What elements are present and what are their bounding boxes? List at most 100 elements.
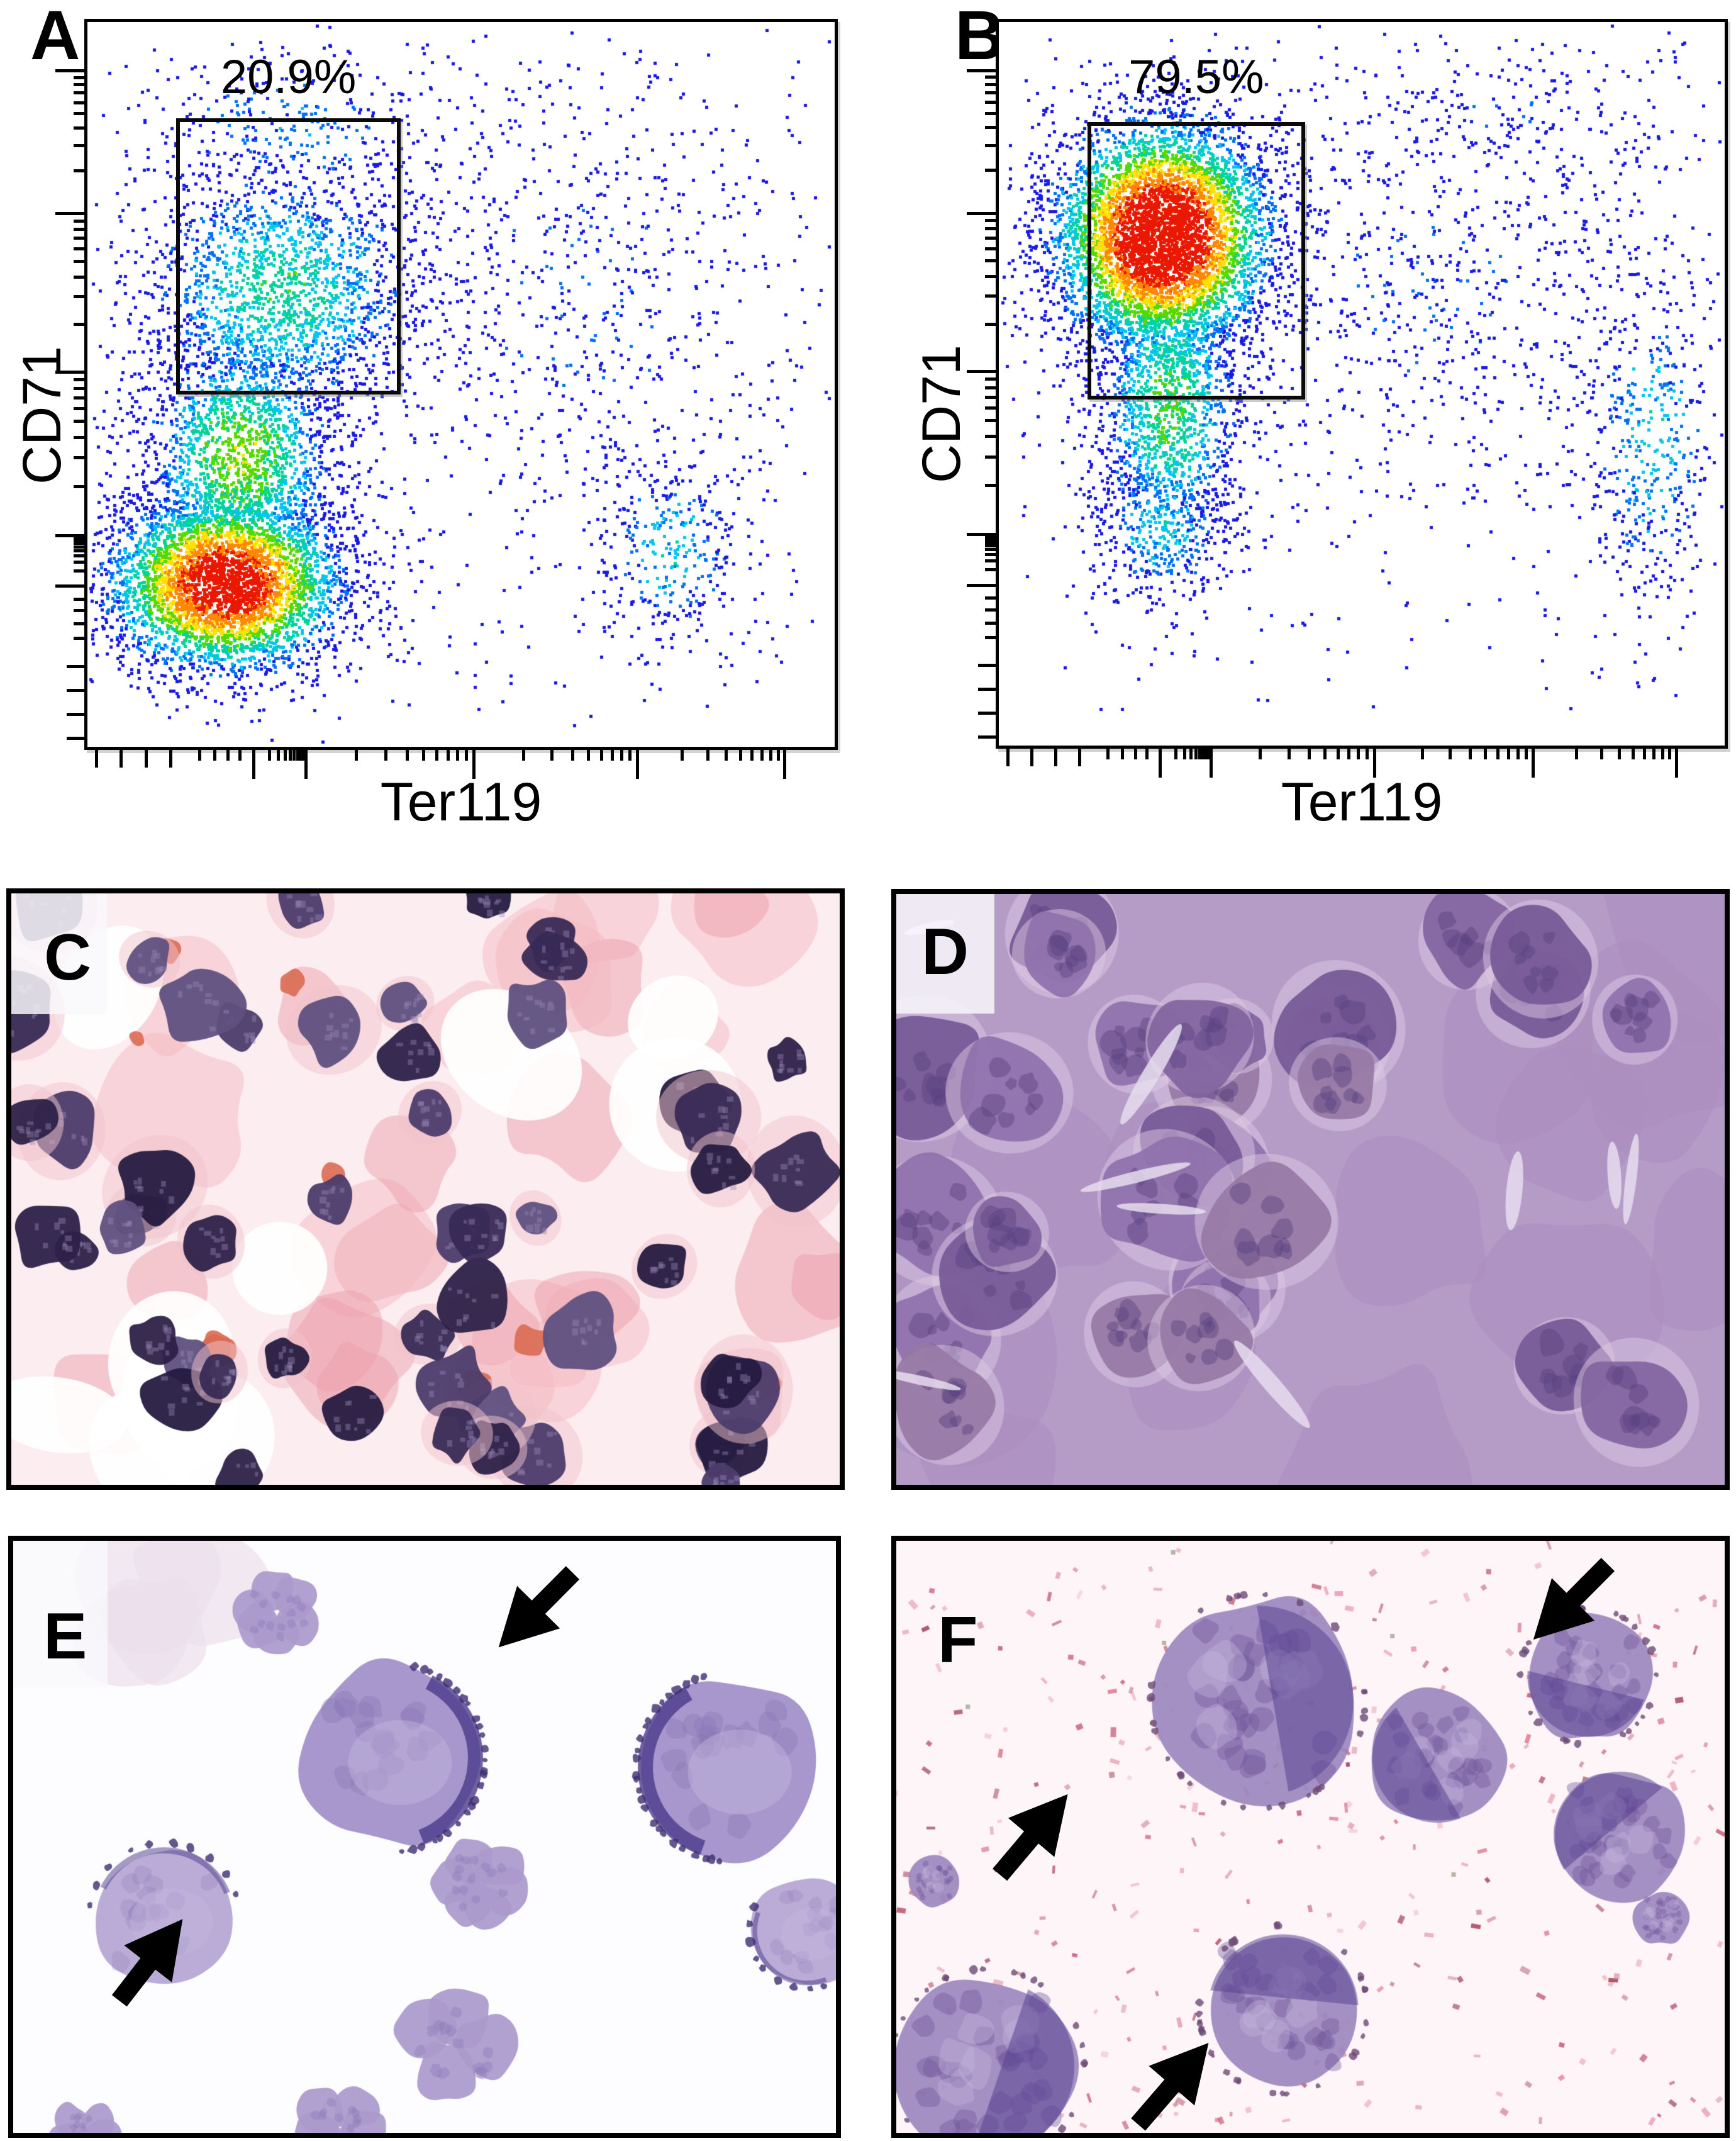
x-tick xyxy=(1618,749,1622,759)
y-tick xyxy=(74,83,84,87)
y-tick xyxy=(985,227,996,231)
x-tick xyxy=(587,750,591,761)
x-axis-label-A: Ter119 xyxy=(380,772,542,832)
y-tick xyxy=(985,621,996,625)
y-tick xyxy=(74,169,84,172)
y-axis-ticks-A xyxy=(47,22,84,747)
y-tick xyxy=(985,535,996,539)
micrograph-canvas-C xyxy=(11,893,840,1485)
y-tick xyxy=(74,227,84,231)
y-tick xyxy=(67,737,84,741)
y-tick xyxy=(967,370,996,374)
x-tick xyxy=(355,750,359,761)
annotation-arrows-F xyxy=(993,1558,1615,2131)
x-tick xyxy=(1207,749,1211,759)
x-tick xyxy=(1449,749,1452,759)
micrograph-F: F xyxy=(891,1536,1730,2138)
y-tick xyxy=(74,554,84,557)
x-tick xyxy=(1205,749,1208,759)
y-tick xyxy=(74,126,84,130)
gate-percent-B: 79.5% xyxy=(1128,50,1264,104)
y-tick xyxy=(985,455,996,459)
x-tick xyxy=(1308,749,1311,759)
y-tick xyxy=(74,622,84,626)
y-tick xyxy=(74,396,84,400)
y-tick xyxy=(74,542,84,545)
x-tick xyxy=(1468,749,1472,759)
y-tick xyxy=(67,689,84,693)
x-tick xyxy=(1287,749,1291,759)
y-tick xyxy=(74,539,84,542)
x-tick xyxy=(384,750,388,761)
x-tick xyxy=(421,750,425,761)
y-tick xyxy=(985,395,996,399)
y-tick xyxy=(985,608,996,612)
gate-rect-A xyxy=(176,118,401,395)
x-tick xyxy=(292,750,296,761)
x-tick xyxy=(1201,749,1205,759)
annotation-arrows-E xyxy=(111,1566,580,2007)
x-tick xyxy=(1133,749,1137,759)
label-chip-E xyxy=(13,1541,108,1687)
x-tick xyxy=(1668,749,1672,759)
y-tick xyxy=(985,377,996,381)
y-tick xyxy=(985,75,996,79)
x-tick xyxy=(456,750,460,761)
x-tick xyxy=(599,750,603,761)
x-tick xyxy=(299,750,303,761)
y-tick xyxy=(978,664,996,668)
y-tick xyxy=(74,143,84,147)
x-tick xyxy=(277,750,281,761)
y-tick xyxy=(978,712,996,715)
y-tick xyxy=(985,259,996,263)
y-tick xyxy=(74,435,84,439)
y-axis-ticks-B xyxy=(958,22,996,746)
y-tick xyxy=(985,406,996,410)
y-axis-label-B: CD71 xyxy=(911,345,972,483)
arrow-annotation xyxy=(498,1566,580,1648)
x-tick xyxy=(725,750,728,761)
x-axis-ticks-B xyxy=(999,749,1725,786)
x-tick xyxy=(213,750,216,761)
y-tick xyxy=(67,665,84,669)
arrow-annotation xyxy=(1533,1558,1615,1640)
x-axis-ticks-A xyxy=(87,750,835,788)
x-tick xyxy=(1336,749,1340,759)
x-tick xyxy=(1006,749,1010,766)
y-tick xyxy=(74,378,84,382)
x-tick xyxy=(1372,749,1376,778)
micrograph-canvas-E xyxy=(13,1541,836,2133)
x-tick xyxy=(628,750,632,761)
panel-label-C: C xyxy=(44,921,92,994)
y-tick xyxy=(74,484,84,488)
y-tick xyxy=(55,534,84,537)
x-tick xyxy=(1174,749,1177,759)
y-tick xyxy=(985,322,996,326)
x-tick xyxy=(304,750,308,779)
flow-plot-B: 79.5% xyxy=(967,19,1728,778)
y-tick xyxy=(985,635,996,639)
y-tick xyxy=(74,237,84,240)
label-chip-C xyxy=(11,893,107,1014)
flow-scatter-canvas-B xyxy=(999,22,1725,746)
x-tick xyxy=(706,750,709,761)
x-tick xyxy=(472,750,476,779)
y-tick xyxy=(985,126,996,130)
x-tick xyxy=(738,750,742,761)
x-tick xyxy=(1661,749,1664,759)
y-tick xyxy=(985,274,996,278)
y-tick xyxy=(74,275,84,279)
y-tick xyxy=(55,584,84,588)
arrow-annotation xyxy=(993,1794,1068,1881)
y-tick xyxy=(74,560,84,564)
y-tick xyxy=(74,549,84,552)
x-tick xyxy=(1198,749,1202,759)
x-tick xyxy=(1259,749,1262,759)
x-tick xyxy=(1323,749,1327,759)
x-tick xyxy=(1516,749,1520,759)
x-tick xyxy=(521,750,525,761)
x-tick xyxy=(1484,749,1488,759)
y-tick xyxy=(967,533,996,537)
y-tick xyxy=(74,637,84,640)
y-tick xyxy=(74,609,84,613)
